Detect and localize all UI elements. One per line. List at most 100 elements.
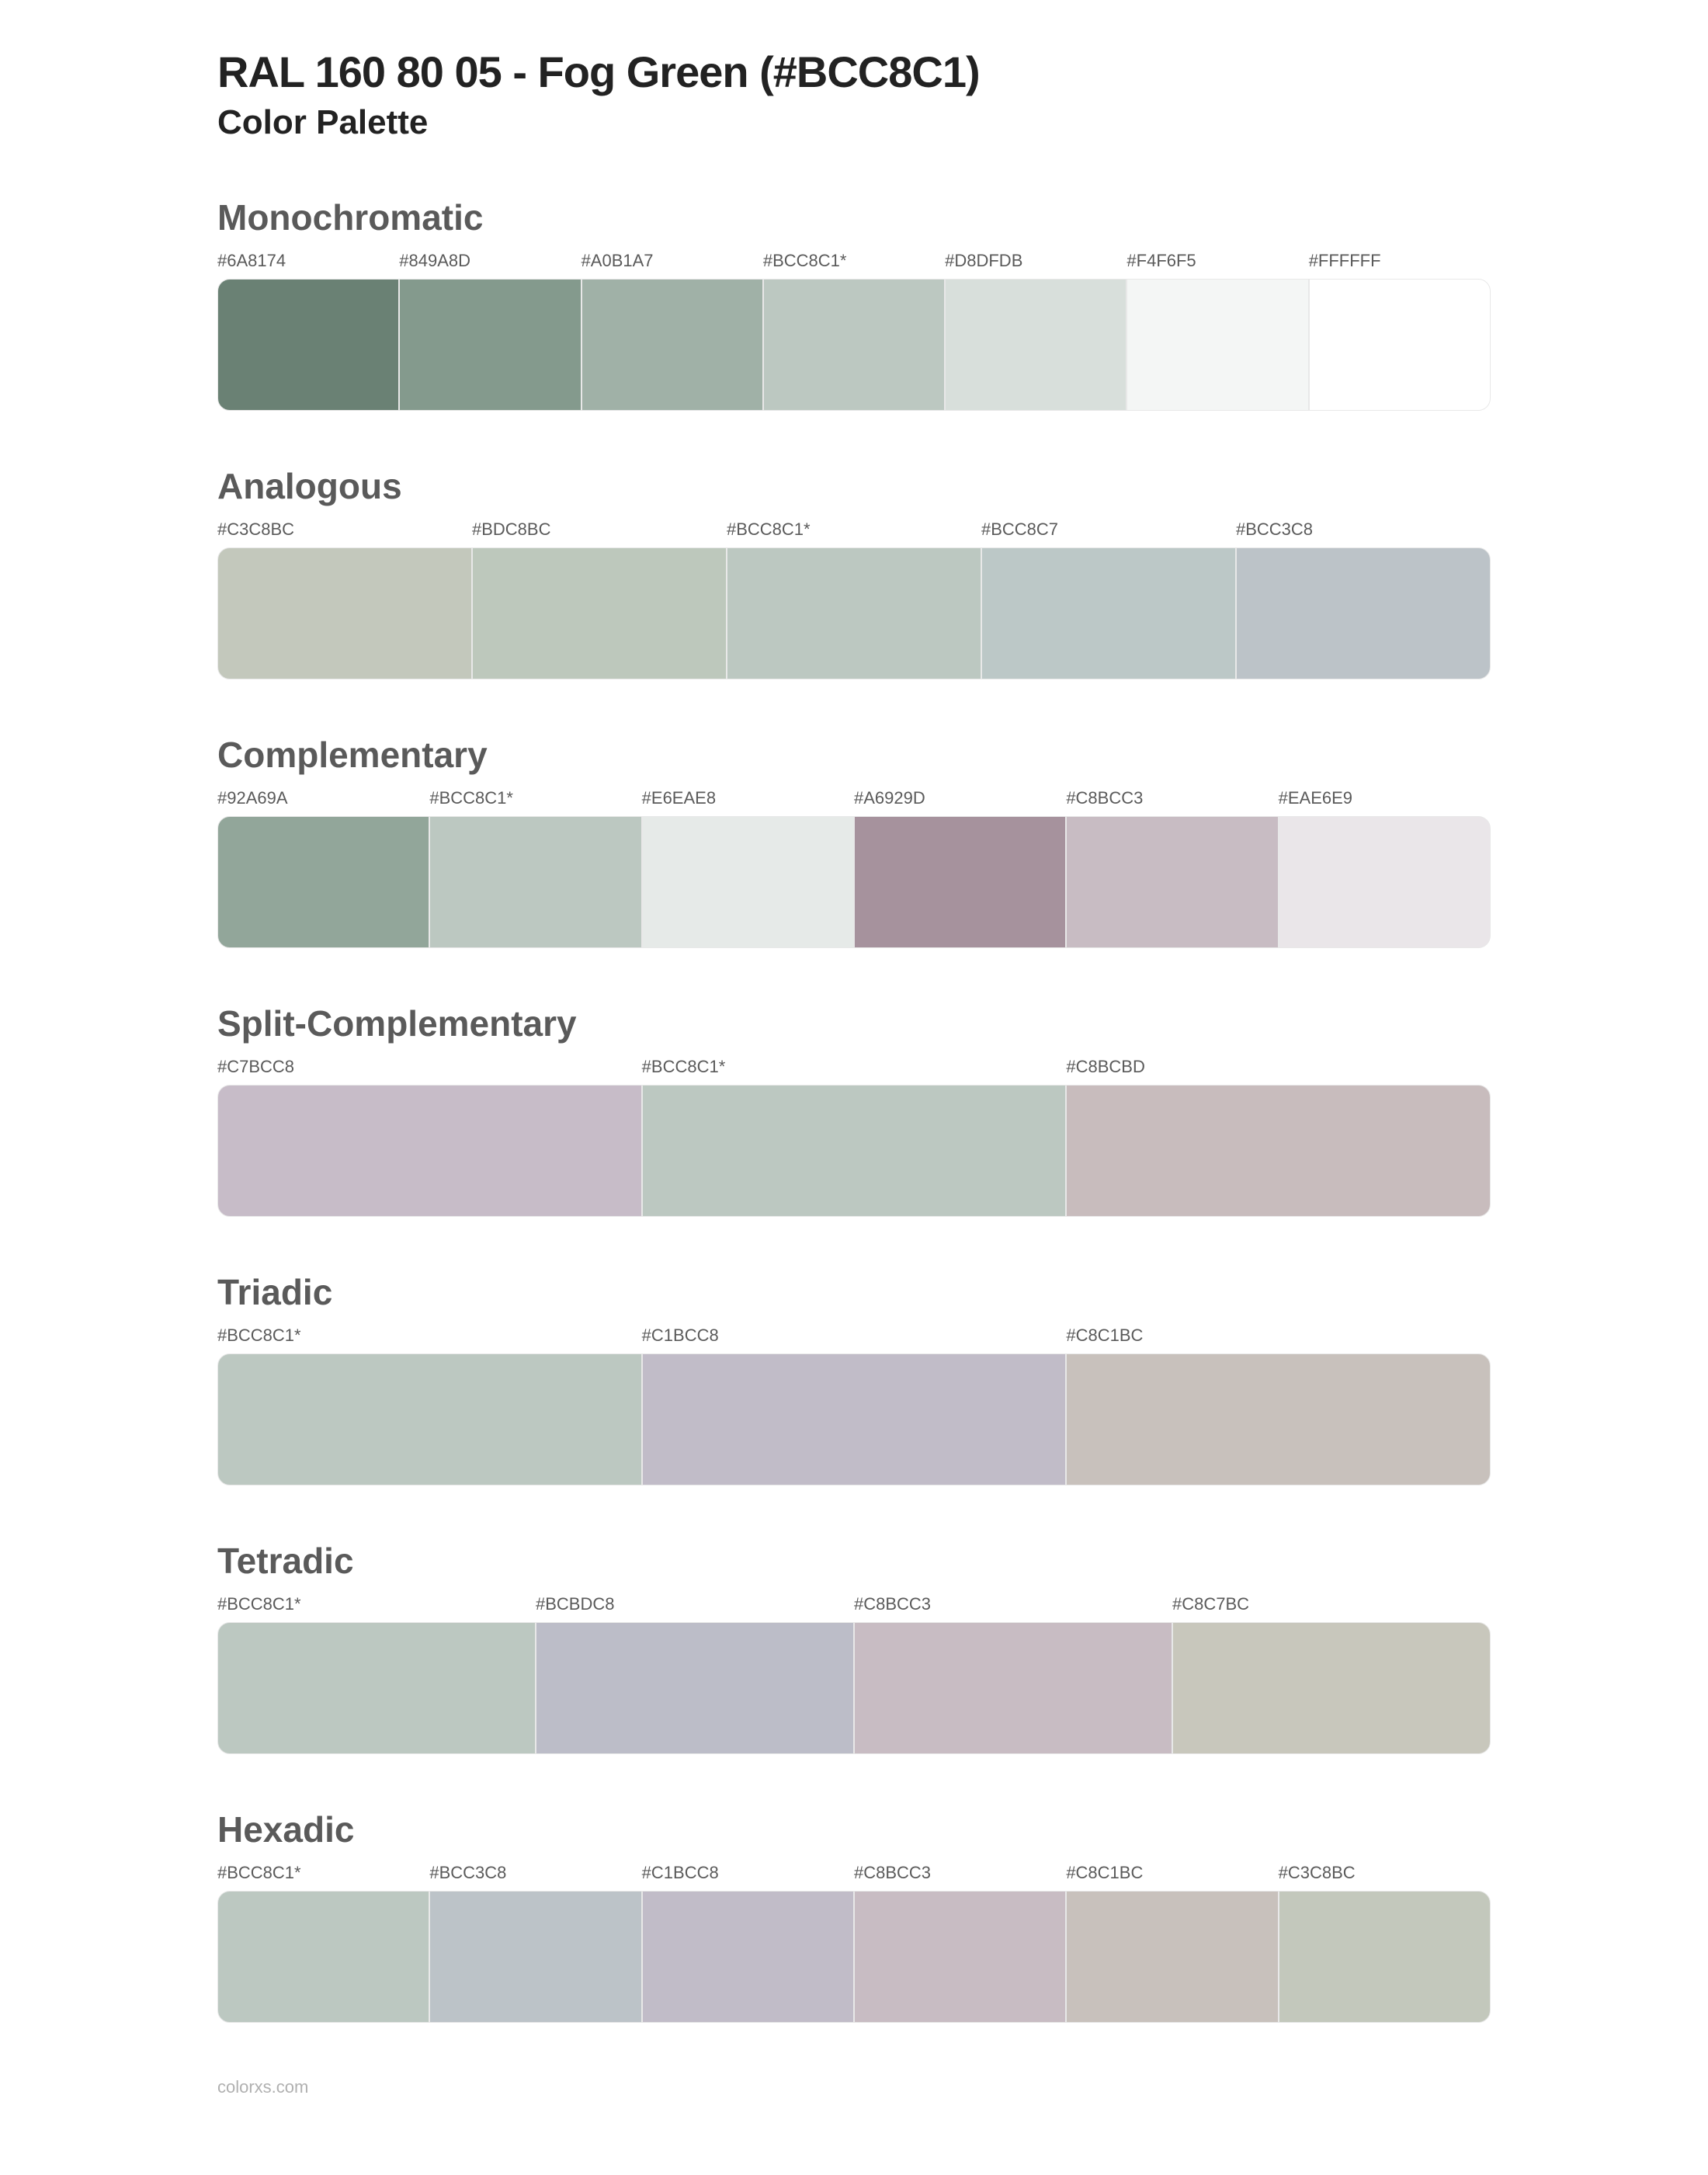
swatch-row: #92A69A#BCC8C1*#E6EAE8#A6929D#C8BCC3#EAE…	[217, 788, 1491, 948]
swatch-row: #C3C8BC#BDC8BC#BCC8C1*#BCC8C7#BCC3C8	[217, 519, 1491, 679]
swatch-item[interactable]: #BCC8C1*	[727, 519, 981, 679]
swatch-item[interactable]: #C1BCC8	[642, 1863, 854, 2023]
swatch-item[interactable]: #92A69A	[217, 788, 429, 948]
swatch-item[interactable]: #C3C8BC	[217, 519, 472, 679]
swatch-item[interactable]: #BCC8C1*	[217, 1594, 536, 1754]
section-title: Hexadic	[217, 1808, 1491, 1850]
swatch-item[interactable]: #BDC8BC	[472, 519, 727, 679]
swatch-label: #849A8D	[399, 251, 581, 271]
swatch-color[interactable]	[1279, 1891, 1491, 2023]
swatch-label: #C8BCC3	[1066, 788, 1278, 808]
swatch-color[interactable]	[536, 1622, 854, 1754]
swatch-item[interactable]: #C8BCC3	[854, 1863, 1066, 2023]
swatch-label: #C1BCC8	[642, 1863, 854, 1883]
swatch-item[interactable]: #A6929D	[854, 788, 1066, 948]
swatch-color[interactable]	[854, 816, 1066, 948]
swatch-color[interactable]	[642, 816, 854, 948]
swatch-item[interactable]: #FFFFFF	[1309, 251, 1491, 411]
swatch-item[interactable]: #F4F6F5	[1127, 251, 1308, 411]
swatch-row: #BCC8C1*#BCBDC8#C8BCC3#C8C7BC	[217, 1594, 1491, 1754]
swatch-color[interactable]	[727, 547, 981, 679]
swatch-color[interactable]	[854, 1622, 1172, 1754]
palette-section: Triadic#BCC8C1*#C1BCC8#C8C1BC	[217, 1271, 1491, 1485]
swatch-label: #BCC3C8	[429, 1863, 641, 1883]
swatch-item[interactable]: #BCBDC8	[536, 1594, 854, 1754]
swatch-item[interactable]: #EAE6E9	[1279, 788, 1491, 948]
swatch-item[interactable]: #BCC3C8	[429, 1863, 641, 2023]
swatch-label: #A0B1A7	[581, 251, 763, 271]
swatch-item[interactable]: #BCC8C1*	[217, 1325, 642, 1485]
swatch-color[interactable]	[1279, 816, 1491, 948]
swatch-color[interactable]	[429, 816, 641, 948]
swatch-item[interactable]: #BCC8C1*	[763, 251, 945, 411]
swatch-item[interactable]: #C8BCC3	[854, 1594, 1172, 1754]
swatch-label: #EAE6E9	[1279, 788, 1491, 808]
swatch-color[interactable]	[981, 547, 1236, 679]
swatch-color[interactable]	[472, 547, 727, 679]
swatch-item[interactable]: #A0B1A7	[581, 251, 763, 411]
swatch-color[interactable]	[217, 816, 429, 948]
palette-section: Monochromatic #6A8174#849A8D#A0B1A7#BCC8C…	[217, 196, 1491, 411]
swatch-color[interactable]	[642, 1085, 1067, 1217]
palette-section: Split-Complementary #C7BCC8#BCC8C1*#C8BCB…	[217, 1002, 1491, 1217]
swatch-color[interactable]	[642, 1353, 1067, 1485]
swatch-color[interactable]	[217, 547, 472, 679]
swatch-item[interactable]: #E6EAE8	[642, 788, 854, 948]
section-title: Analogous	[217, 465, 1491, 507]
swatch-item[interactable]: #C3C8BC	[1279, 1863, 1491, 2023]
swatch-color[interactable]	[429, 1891, 641, 2023]
swatch-label: #BCBDC8	[536, 1594, 854, 1614]
swatch-item[interactable]: #C8C1BC	[1066, 1863, 1278, 2023]
page-title: RAL 160 80 05 - Fog Green (#BCC8C1)	[217, 47, 1491, 97]
sections-container: Monochromatic#6A8174#849A8D#A0B1A7#BCC8C…	[217, 196, 1491, 2023]
swatch-item[interactable]: #C8BCBD	[1066, 1057, 1491, 1217]
footer-credit: colorxs.com	[217, 2077, 1491, 2097]
swatch-color[interactable]	[217, 1353, 642, 1485]
swatch-label: #BDC8BC	[472, 519, 727, 540]
swatch-color[interactable]	[1066, 1891, 1278, 2023]
swatch-item[interactable]: #C8C7BC	[1172, 1594, 1491, 1754]
swatch-item[interactable]: #C8C1BC	[1066, 1325, 1491, 1485]
swatch-item[interactable]: #849A8D	[399, 251, 581, 411]
swatch-color[interactable]	[581, 279, 763, 411]
swatch-item[interactable]: #C7BCC8	[217, 1057, 642, 1217]
swatch-label: #C3C8BC	[217, 519, 472, 540]
swatch-item[interactable]: #C8BCC3	[1066, 788, 1278, 948]
swatch-color[interactable]	[1172, 1622, 1491, 1754]
swatch-item[interactable]: #BCC8C1*	[217, 1863, 429, 2023]
swatch-item[interactable]: #BCC8C1*	[642, 1057, 1067, 1217]
swatch-color[interactable]	[217, 1891, 429, 2023]
swatch-color[interactable]	[217, 279, 399, 411]
swatch-item[interactable]: #C1BCC8	[642, 1325, 1067, 1485]
swatch-label: #BCC3C8	[1236, 519, 1491, 540]
swatch-label: #BCC8C1*	[727, 519, 981, 540]
swatch-color[interactable]	[1066, 816, 1278, 948]
swatch-color[interactable]	[399, 279, 581, 411]
swatch-color[interactable]	[1127, 279, 1308, 411]
swatch-color[interactable]	[1066, 1085, 1491, 1217]
swatch-color[interactable]	[1309, 279, 1491, 411]
swatch-label: #E6EAE8	[642, 788, 854, 808]
swatch-color[interactable]	[217, 1622, 536, 1754]
swatch-color[interactable]	[1066, 1353, 1491, 1485]
swatch-item[interactable]: #D8DFDB	[945, 251, 1127, 411]
swatch-label: #C8BCC3	[854, 1594, 1172, 1614]
page-subtitle: Color Palette	[217, 103, 1491, 142]
swatch-item[interactable]: #BCC8C1*	[429, 788, 641, 948]
swatch-color[interactable]	[642, 1891, 854, 2023]
swatch-item[interactable]: #BCC8C7	[981, 519, 1236, 679]
palette-section: Tetradic#BCC8C1*#BCBDC8#C8BCC3#C8C7BC	[217, 1540, 1491, 1754]
swatch-item[interactable]: #BCC3C8	[1236, 519, 1491, 679]
section-title: Monochromatic	[217, 196, 1491, 238]
swatch-color[interactable]	[763, 279, 945, 411]
swatch-color[interactable]	[945, 279, 1127, 411]
swatch-label: #FFFFFF	[1309, 251, 1491, 271]
swatch-color[interactable]	[1236, 547, 1491, 679]
palette-section: Hexadic #BCC8C1*#BCC3C8#C1BCC8#C8BCC3#C8C…	[217, 1808, 1491, 2023]
swatch-item[interactable]: #6A8174	[217, 251, 399, 411]
swatch-label: #BCC8C1*	[217, 1594, 536, 1614]
swatch-color[interactable]	[854, 1891, 1066, 2023]
section-title: Complementary	[217, 734, 1491, 776]
swatch-color[interactable]	[217, 1085, 642, 1217]
section-title: Split-Complementary	[217, 1002, 1491, 1044]
